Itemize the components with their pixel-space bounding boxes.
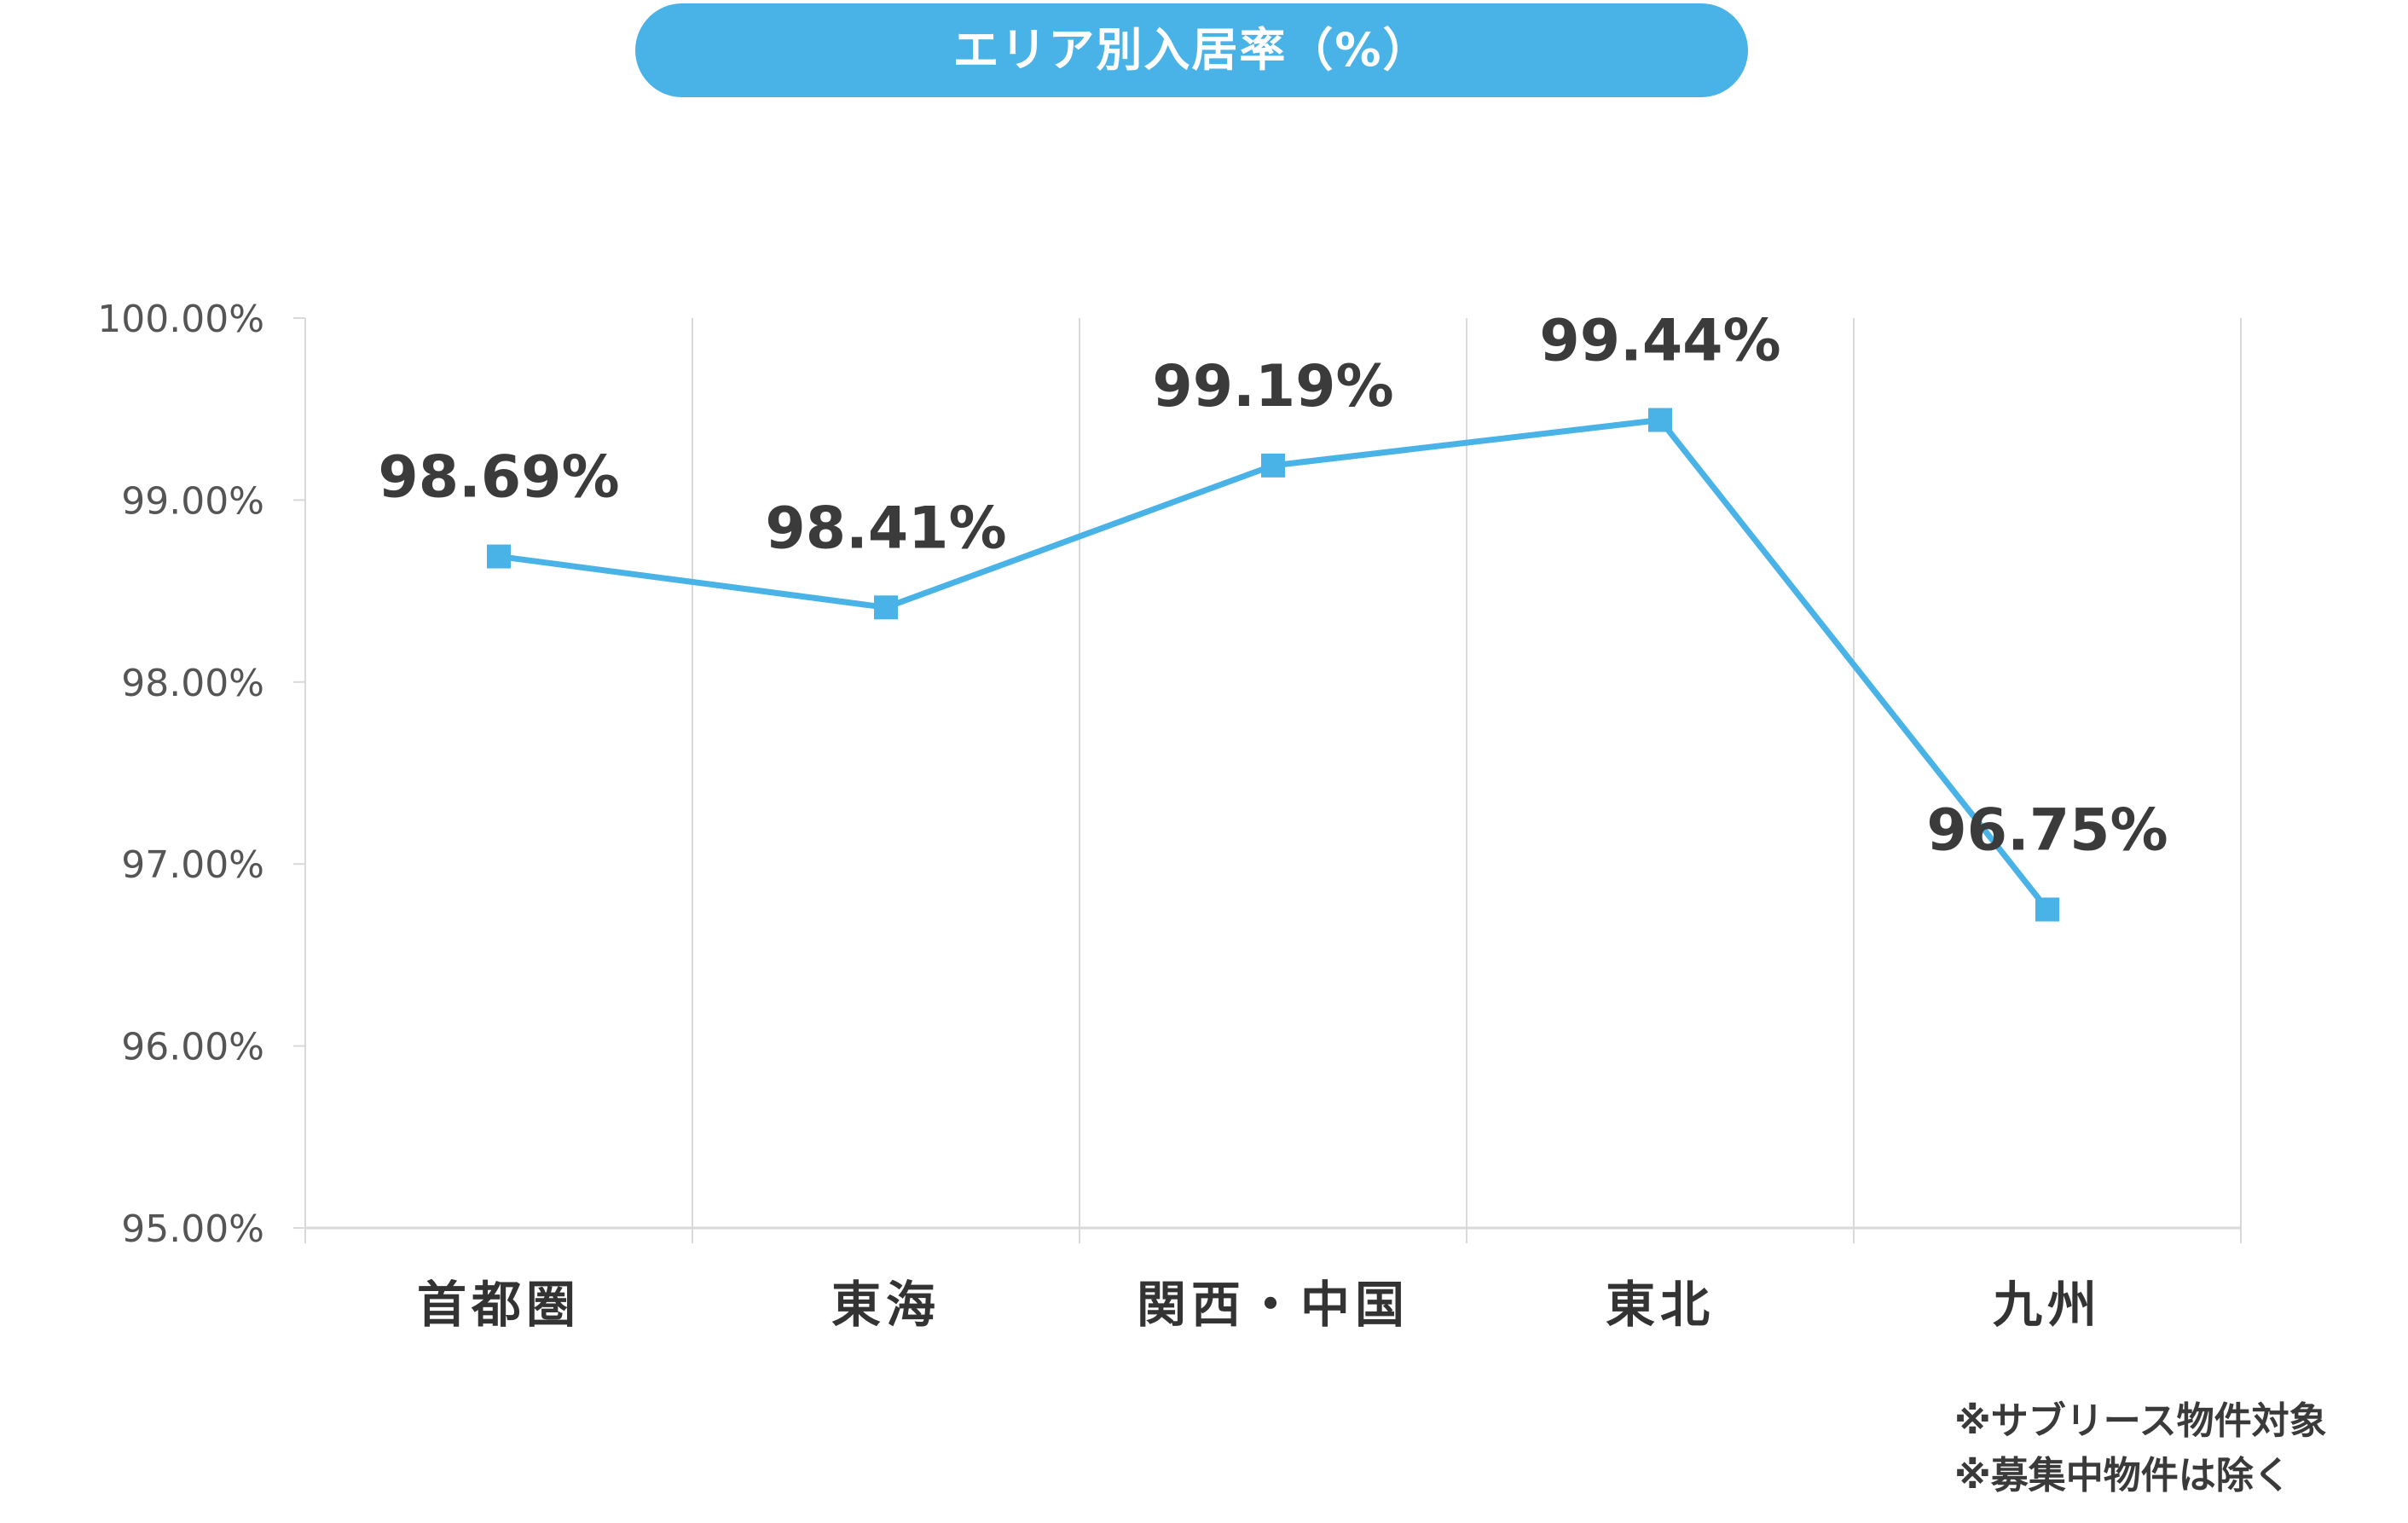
data-point-1 xyxy=(874,595,898,620)
data-labels: 98.69% 98.41% 99.19% 99.44% 96.75% xyxy=(378,308,2168,865)
series-line xyxy=(495,417,2051,913)
data-label-3: 99.44% xyxy=(1539,308,1780,375)
y-tick-label-0: 95.00% xyxy=(121,1207,264,1251)
series-line-0 xyxy=(495,417,2051,913)
footnote-1: ※サブリース物件対象 xyxy=(1954,1399,2327,1443)
data-label-0: 98.69% xyxy=(378,444,619,512)
y-tick-label-4: 99.00% xyxy=(121,479,264,523)
x-axis-tick-labels: 首都圏 東海 関西・中国 東北 九州 xyxy=(417,1276,2102,1334)
x-tick-label-1: 東海 xyxy=(831,1276,941,1334)
y-tick-label-5: 100.00% xyxy=(97,298,264,341)
y-tick-label-2: 97.00% xyxy=(121,843,264,887)
x-tick-label-0: 首都圏 xyxy=(417,1276,581,1334)
data-point-0 xyxy=(487,544,511,569)
axes xyxy=(293,317,2241,1230)
data-point-3 xyxy=(1648,408,1672,432)
data-point-4 xyxy=(2035,897,2059,922)
x-tick-label-4: 九州 xyxy=(1993,1276,2102,1334)
footnote-2: ※募集中物件は除く xyxy=(1954,1454,2291,1497)
y-tick-label-1: 96.00% xyxy=(121,1026,264,1069)
y-axis-tick-labels: 95.00% 96.00% 97.00% 98.00% 99.00% 100.00% xyxy=(97,298,264,1251)
chart-title: エリア別入居率（%） xyxy=(635,3,1748,97)
data-label-4: 96.75% xyxy=(1926,797,2168,865)
gridlines xyxy=(304,318,2242,1243)
data-point-2 xyxy=(1261,453,1285,478)
y-tick-label-3: 98.00% xyxy=(121,662,264,705)
footnotes: ※サブリース物件対象 ※募集中物件は除く xyxy=(1954,1394,2398,1503)
data-label-1: 98.41% xyxy=(765,495,1006,562)
x-tick-label-2: 関西・中国 xyxy=(1137,1276,1409,1334)
data-label-2: 99.19% xyxy=(1152,353,1393,420)
x-tick-label-3: 東北 xyxy=(1606,1276,1715,1334)
series-markers xyxy=(487,408,2059,922)
